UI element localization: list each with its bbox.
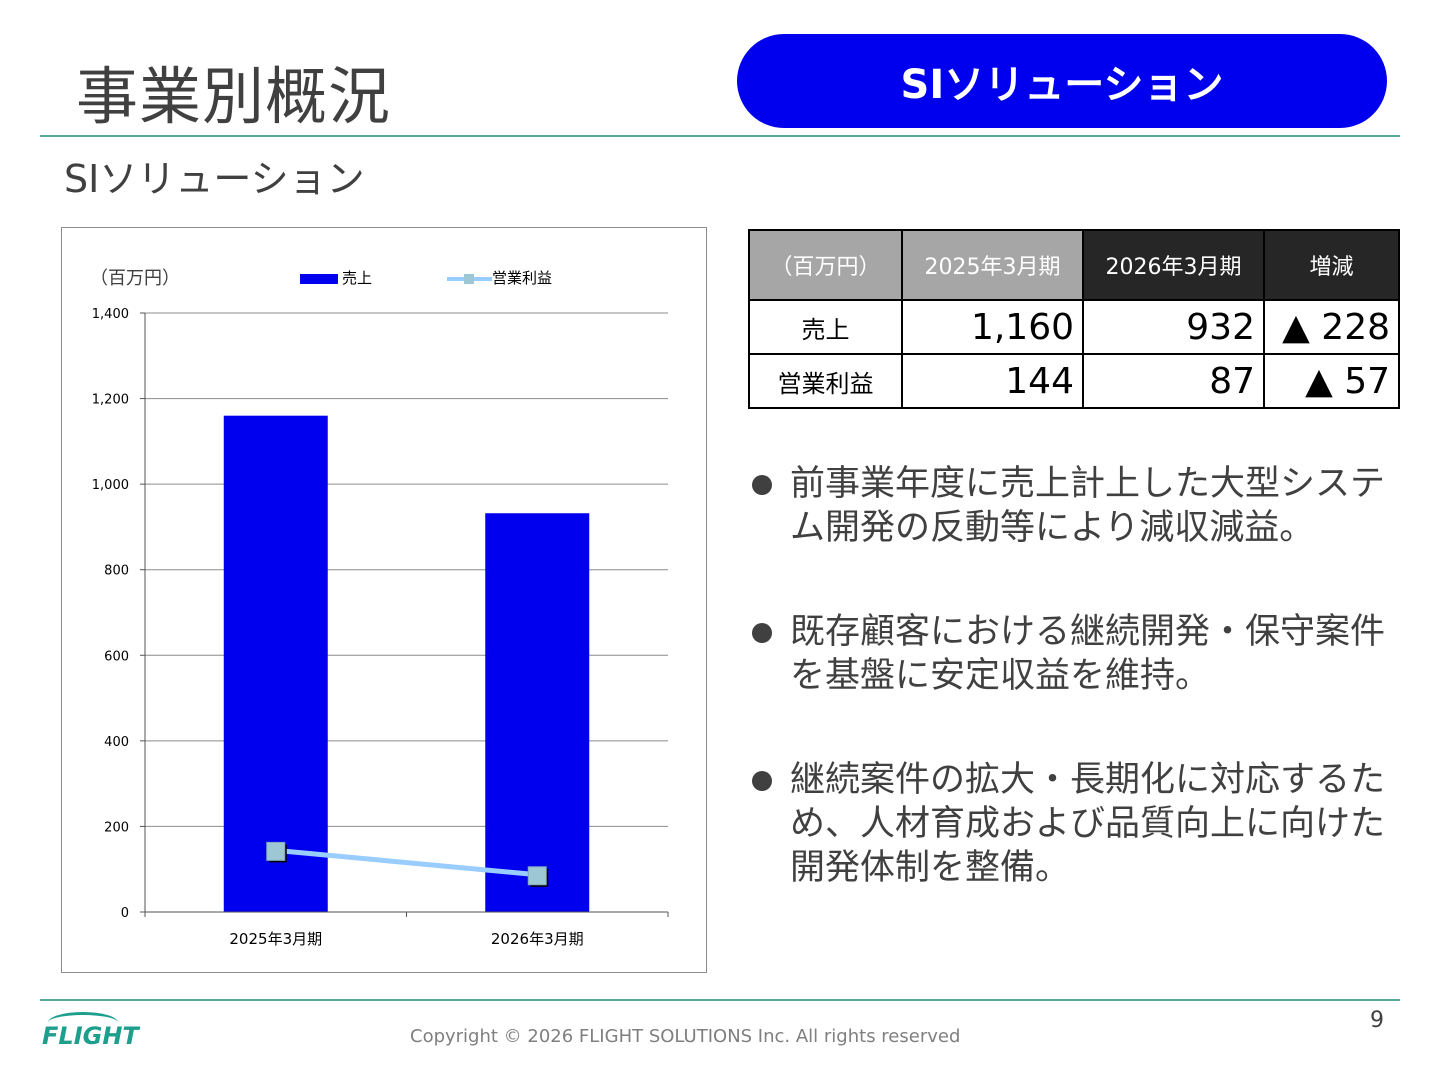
page-number: 9 xyxy=(1370,1008,1384,1033)
bullet-item: 前事業年度に売上計上した大型システム開発の反動等により減収減益。 xyxy=(752,462,1392,550)
cell-prev: 144 xyxy=(901,353,1084,409)
row-label: 営業利益 xyxy=(748,353,903,409)
cell-cur: 87 xyxy=(1082,353,1265,409)
legend-swatch-bar xyxy=(300,274,338,284)
section-subtitle: SIソリューション xyxy=(64,157,365,201)
bullet-item: 継続案件の拡大・長期化に対応するため、人材育成および品質向上に向けた開発体制を整… xyxy=(752,758,1392,890)
chart-legend: 売上 営業利益 xyxy=(300,269,552,287)
bullet-text: 既存顧客における継続開発・保守案件を基盤に安定収益を維持。 xyxy=(790,612,1386,696)
cell-prev: 1,160 xyxy=(901,299,1084,355)
legend-label: 売上 xyxy=(342,269,372,287)
y-tick-label: 0 xyxy=(121,906,129,921)
header-divider xyxy=(40,135,1400,137)
bar xyxy=(485,513,590,912)
row-label: 売上 xyxy=(748,299,903,355)
line-series xyxy=(275,847,538,878)
line-marker xyxy=(266,841,286,861)
chart-y-axis: 0 200 400 600 800 1,000 1,200 1,400 xyxy=(92,307,146,921)
chart-unit-label: （百万円） xyxy=(90,268,180,289)
chart-x-axis: 2025年3月期 2026年3月期 xyxy=(144,911,669,948)
legend-label: 営業利益 xyxy=(492,269,552,287)
footer-divider xyxy=(40,999,1400,1001)
y-tick-label: 600 xyxy=(104,649,129,664)
table-header-row: （百万円） 2025年3月期 2026年3月期 増減 xyxy=(748,229,1400,301)
section-badge: SIソリューション xyxy=(737,34,1387,128)
y-tick-label: 1,200 xyxy=(92,393,129,408)
legend-swatch-marker xyxy=(464,274,474,284)
x-tick-label: 2025年3月期 xyxy=(229,930,322,948)
logo-swoosh-icon xyxy=(48,1012,118,1033)
y-tick-label: 1,000 xyxy=(92,478,129,493)
bullet-list: 前事業年度に売上計上した大型システム開発の反動等により減収減益。 既存顧客におけ… xyxy=(752,462,1392,950)
bullet-dot-icon xyxy=(752,771,772,791)
bullet-text: 前事業年度に売上計上した大型システム開発の反動等により減収減益。 xyxy=(790,464,1386,548)
cell-diff: ▲ 228 xyxy=(1263,299,1400,355)
cell-cur: 932 xyxy=(1082,299,1265,355)
bullet-item: 既存顧客における継続開発・保守案件を基盤に安定収益を維持。 xyxy=(752,610,1392,698)
bar xyxy=(223,415,328,912)
table-header-cur: 2026年3月期 xyxy=(1082,229,1265,301)
y-tick-label: 200 xyxy=(104,820,129,835)
chart-panel: （百万円） 売上 営業利益 0 200 400 600 800 1,000 1,200 1,40… xyxy=(61,227,707,973)
x-tick-label: 2026年3月期 xyxy=(491,930,584,948)
summary-table: （百万円） 2025年3月期 2026年3月期 増減 売上 1,160 932 … xyxy=(748,229,1400,409)
chart-bars xyxy=(223,415,590,912)
chart-line xyxy=(266,841,549,887)
table-row: 営業利益 144 87 ▲ 57 xyxy=(748,353,1400,409)
y-tick-label: 400 xyxy=(104,735,129,750)
line-marker xyxy=(527,866,547,886)
table-header-unit: （百万円） xyxy=(748,229,903,301)
bullet-dot-icon xyxy=(752,623,772,643)
bullet-text: 継続案件の拡大・長期化に対応するため、人材育成および品質向上に向けた開発体制を整… xyxy=(790,760,1386,888)
chart-svg: （百万円） 売上 営業利益 0 200 400 600 800 1,000 1,200 1,40… xyxy=(90,268,669,948)
y-tick-label: 1,400 xyxy=(92,307,129,322)
bullet-dot-icon xyxy=(752,475,772,495)
chart-grid xyxy=(145,312,668,827)
copyright-text: Copyright © 2026 FLIGHT SOLUTIONS Inc. A… xyxy=(410,1026,961,1047)
company-logo: FLIGHT xyxy=(42,1012,139,1050)
table-header-diff: 増減 xyxy=(1263,229,1400,301)
table-header-prev: 2025年3月期 xyxy=(901,229,1084,301)
table-row: 売上 1,160 932 ▲ 228 xyxy=(748,299,1400,355)
page-title: 事業別概況 xyxy=(76,60,392,133)
cell-diff: ▲ 57 xyxy=(1263,353,1400,409)
y-tick-label: 800 xyxy=(104,564,129,579)
